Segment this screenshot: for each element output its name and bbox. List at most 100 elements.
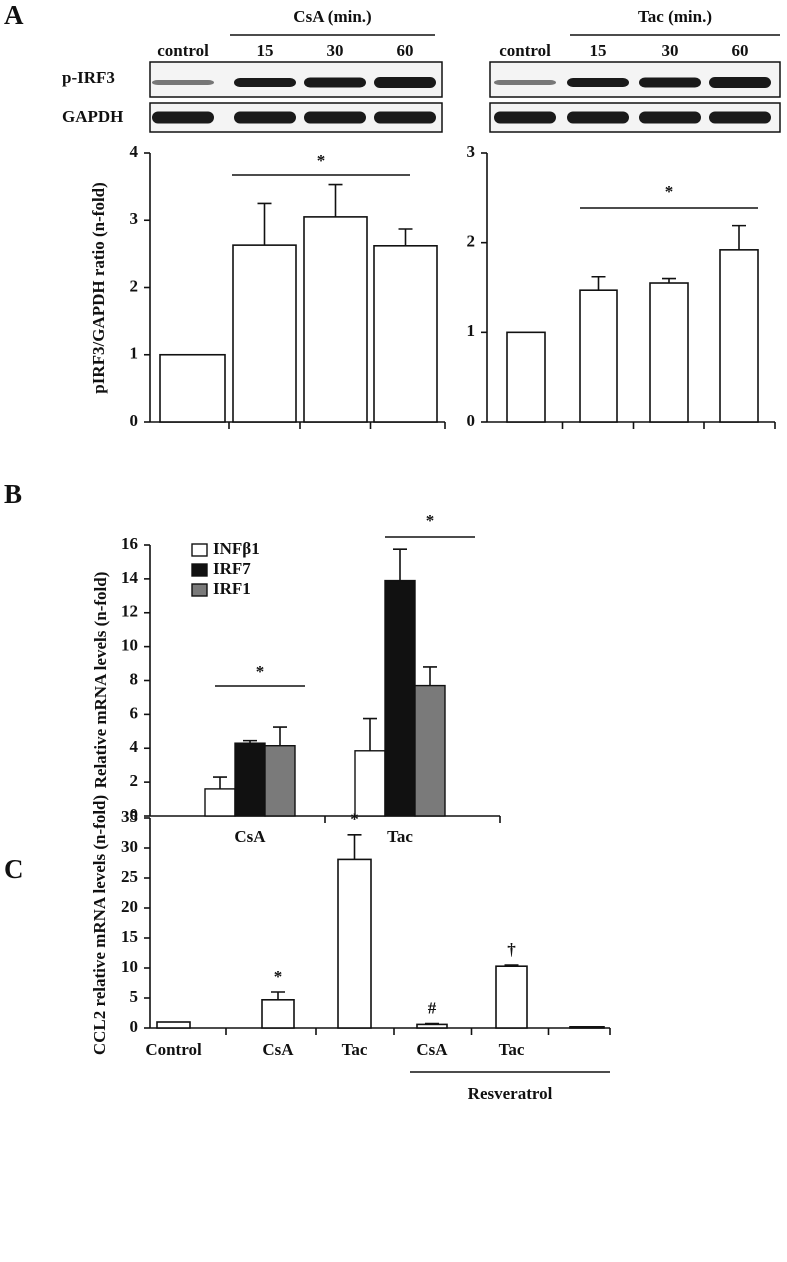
legend-swatch bbox=[191, 563, 208, 577]
annotation: * bbox=[317, 151, 326, 170]
annotation: # bbox=[428, 998, 437, 1017]
y-tick-label: 3 bbox=[130, 209, 139, 228]
error-bar bbox=[243, 739, 257, 744]
error-bar bbox=[504, 964, 519, 967]
lane-label: 15 bbox=[590, 41, 607, 60]
error-bar bbox=[271, 991, 285, 1000]
blot-band bbox=[152, 80, 214, 85]
x-tick-label: Control bbox=[145, 1040, 202, 1059]
y-tick-label: 15 bbox=[121, 927, 138, 946]
blot-band bbox=[374, 111, 436, 124]
bar bbox=[264, 745, 296, 817]
annotation: * bbox=[350, 810, 359, 829]
y-tick-label: 10 bbox=[121, 636, 138, 655]
bar bbox=[303, 216, 368, 423]
bar bbox=[204, 788, 236, 817]
annotation: † bbox=[507, 940, 516, 959]
error-bar bbox=[425, 1022, 439, 1025]
bar bbox=[569, 1026, 605, 1029]
y-tick-label: 1 bbox=[467, 321, 476, 340]
lane-label: 15 bbox=[257, 41, 274, 60]
blot-row-label: p-IRF3 bbox=[62, 68, 115, 87]
legend-label: INFβ1 bbox=[213, 539, 260, 558]
bar bbox=[414, 684, 446, 817]
y-tick-label: 4 bbox=[130, 737, 139, 756]
panel-label: B bbox=[4, 479, 22, 509]
lane-label: 60 bbox=[397, 41, 414, 60]
blot-band bbox=[709, 111, 771, 124]
x-tick-label: Tac bbox=[499, 1040, 525, 1059]
bar bbox=[649, 282, 689, 423]
panel-label: A bbox=[4, 0, 24, 30]
error-bar bbox=[591, 275, 606, 291]
y-axis-label: Relative mRNA levels (n-fold) bbox=[91, 572, 110, 789]
lane-label: 30 bbox=[662, 41, 679, 60]
bar bbox=[232, 244, 297, 423]
blot-band bbox=[494, 111, 556, 124]
bar bbox=[416, 1023, 448, 1029]
blot-band bbox=[304, 111, 366, 124]
y-tick-label: 1 bbox=[130, 344, 139, 363]
error-bar bbox=[273, 726, 287, 746]
y-tick-label: 5 bbox=[130, 987, 139, 1006]
blot-row-label: GAPDH bbox=[62, 107, 123, 126]
x-tick-label: Tac bbox=[342, 1040, 368, 1059]
error-bar bbox=[398, 228, 413, 246]
x-tick-label: CsA bbox=[416, 1040, 448, 1059]
bar bbox=[495, 965, 528, 1029]
legend-label: IRF7 bbox=[213, 559, 251, 578]
group-label: Tac (min.) bbox=[638, 7, 712, 26]
annotation: * bbox=[426, 511, 435, 530]
legend-label: IRF1 bbox=[213, 579, 251, 598]
error-bar bbox=[662, 277, 676, 284]
y-tick-label: 4 bbox=[130, 142, 139, 161]
blot-band bbox=[374, 77, 436, 88]
bar bbox=[337, 858, 372, 1029]
y-tick-label: 20 bbox=[121, 897, 138, 916]
blot-band bbox=[494, 80, 556, 85]
y-tick-label: 25 bbox=[121, 867, 138, 886]
y-tick-label: 2 bbox=[130, 771, 139, 790]
annotation: * bbox=[274, 967, 283, 986]
blot-band bbox=[567, 111, 629, 124]
x-tick-label: CsA bbox=[262, 1040, 294, 1059]
bar bbox=[234, 742, 266, 817]
blot-band bbox=[567, 78, 629, 87]
blot-band bbox=[234, 78, 296, 87]
blot-band bbox=[639, 77, 701, 88]
bar bbox=[261, 998, 295, 1029]
blot-band bbox=[639, 111, 701, 124]
y-tick-label: 6 bbox=[130, 703, 139, 722]
y-axis-label: CCL2 relative mRNA levels (n-fold) bbox=[90, 795, 109, 1055]
blot-band bbox=[709, 77, 771, 88]
bar bbox=[384, 579, 416, 817]
error-bar bbox=[213, 776, 227, 789]
blot-band bbox=[304, 77, 366, 88]
y-tick-label: 0 bbox=[130, 411, 139, 430]
y-tick-label: 0 bbox=[130, 1017, 139, 1036]
y-tick-label: 2 bbox=[130, 276, 139, 295]
bar bbox=[354, 750, 386, 817]
y-tick-label: 35 bbox=[121, 807, 138, 826]
y-tick-label: 30 bbox=[121, 837, 138, 856]
y-tick-label: 10 bbox=[121, 957, 138, 976]
y-tick-label: 8 bbox=[130, 669, 139, 688]
y-tick-label: 0 bbox=[130, 805, 139, 824]
bar bbox=[373, 245, 438, 423]
panel-label: C bbox=[4, 854, 24, 884]
bar bbox=[159, 353, 226, 423]
lane-label: 30 bbox=[327, 41, 344, 60]
bar bbox=[579, 289, 618, 423]
y-tick-label: 3 bbox=[467, 142, 476, 161]
annotation: * bbox=[256, 662, 265, 681]
y-tick-label: 14 bbox=[121, 568, 139, 587]
blot-band bbox=[152, 111, 214, 124]
group-label: CsA (min.) bbox=[293, 7, 371, 26]
y-tick-label: 2 bbox=[467, 232, 476, 251]
group-label: Resveratrol bbox=[468, 1084, 553, 1103]
annotation: * bbox=[665, 182, 674, 201]
bar bbox=[156, 1021, 191, 1029]
y-tick-label: 16 bbox=[121, 534, 138, 553]
lane-label: control bbox=[499, 41, 551, 60]
